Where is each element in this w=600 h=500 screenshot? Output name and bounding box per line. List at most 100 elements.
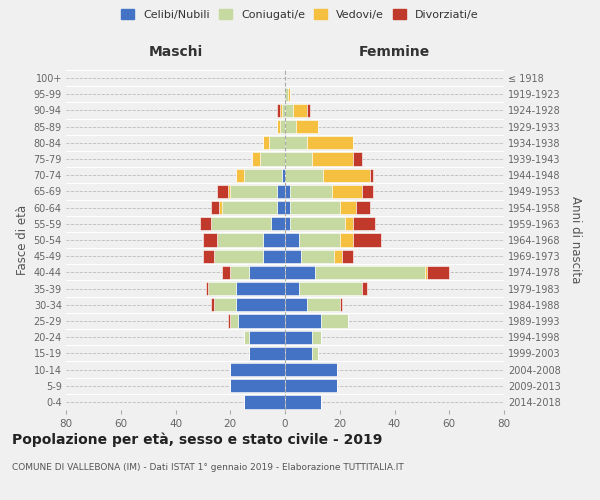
Bar: [285, 217, 290, 230]
Bar: [299, 234, 340, 246]
Bar: [332, 185, 362, 198]
Bar: [217, 234, 263, 246]
Bar: [290, 201, 340, 214]
Bar: [277, 104, 280, 117]
Bar: [230, 314, 238, 328]
Bar: [427, 266, 449, 279]
Bar: [230, 363, 285, 376]
Bar: [236, 168, 244, 182]
Bar: [285, 282, 299, 295]
Bar: [230, 379, 285, 392]
Bar: [250, 330, 285, 344]
Bar: [211, 201, 220, 214]
Bar: [236, 282, 285, 295]
Bar: [214, 298, 236, 312]
Bar: [263, 234, 285, 246]
Bar: [296, 120, 318, 134]
Bar: [285, 250, 301, 263]
Bar: [343, 250, 353, 263]
Bar: [307, 104, 310, 117]
Text: COMUNE DI VALLEBONA (IM) - Dati ISTAT 1° gennaio 2019 - Elaborazione TUTTITALIA.: COMUNE DI VALLEBONA (IM) - Dati ISTAT 1°…: [12, 462, 404, 471]
Bar: [244, 168, 282, 182]
Bar: [227, 185, 230, 198]
Bar: [307, 136, 353, 149]
Bar: [250, 266, 285, 279]
Bar: [250, 346, 285, 360]
Bar: [269, 136, 285, 149]
Bar: [238, 314, 285, 328]
Bar: [227, 314, 230, 328]
Bar: [211, 217, 271, 230]
Bar: [285, 330, 313, 344]
Bar: [271, 217, 285, 230]
Bar: [285, 185, 290, 198]
Bar: [230, 185, 277, 198]
Bar: [340, 234, 353, 246]
Bar: [203, 234, 217, 246]
Bar: [230, 266, 250, 279]
Bar: [285, 201, 290, 214]
Bar: [356, 201, 370, 214]
Bar: [203, 250, 214, 263]
Bar: [315, 266, 425, 279]
Bar: [280, 104, 282, 117]
Bar: [285, 136, 307, 149]
Bar: [263, 250, 285, 263]
Text: Femmine: Femmine: [359, 44, 430, 59]
Bar: [222, 201, 277, 214]
Bar: [277, 201, 285, 214]
Bar: [263, 136, 269, 149]
Bar: [285, 346, 313, 360]
Bar: [222, 266, 230, 279]
Bar: [353, 152, 362, 166]
Bar: [244, 330, 250, 344]
Bar: [285, 152, 313, 166]
Text: Maschi: Maschi: [148, 44, 203, 59]
Bar: [313, 330, 320, 344]
Bar: [301, 250, 334, 263]
Y-axis label: Anni di nascita: Anni di nascita: [569, 196, 582, 284]
Bar: [340, 201, 356, 214]
Bar: [277, 120, 280, 134]
Bar: [307, 298, 340, 312]
Text: Popolazione per età, sesso e stato civile - 2019: Popolazione per età, sesso e stato civil…: [12, 432, 382, 447]
Legend: Celibi/Nubili, Coniugati/e, Vedovi/e, Divorziati/e: Celibi/Nubili, Coniugati/e, Vedovi/e, Di…: [118, 6, 482, 23]
Y-axis label: Fasce di età: Fasce di età: [16, 205, 29, 275]
Bar: [285, 168, 323, 182]
Bar: [370, 168, 373, 182]
Bar: [362, 282, 367, 295]
Bar: [285, 363, 337, 376]
Bar: [282, 168, 285, 182]
Bar: [285, 266, 315, 279]
Bar: [260, 152, 285, 166]
Bar: [206, 282, 208, 295]
Bar: [252, 152, 260, 166]
Bar: [285, 120, 296, 134]
Bar: [293, 104, 307, 117]
Bar: [282, 104, 285, 117]
Bar: [285, 298, 307, 312]
Bar: [290, 185, 332, 198]
Bar: [323, 168, 370, 182]
Bar: [362, 185, 373, 198]
Bar: [425, 266, 427, 279]
Bar: [214, 250, 263, 263]
Bar: [290, 217, 345, 230]
Bar: [353, 217, 376, 230]
Bar: [285, 104, 293, 117]
Bar: [285, 314, 320, 328]
Bar: [208, 282, 236, 295]
Bar: [285, 88, 288, 101]
Bar: [236, 298, 285, 312]
Bar: [334, 250, 343, 263]
Bar: [219, 201, 222, 214]
Bar: [340, 298, 343, 312]
Bar: [313, 346, 318, 360]
Bar: [353, 234, 381, 246]
Bar: [211, 298, 214, 312]
Bar: [299, 282, 362, 295]
Bar: [280, 120, 285, 134]
Bar: [313, 152, 353, 166]
Bar: [285, 379, 337, 392]
Bar: [200, 217, 211, 230]
